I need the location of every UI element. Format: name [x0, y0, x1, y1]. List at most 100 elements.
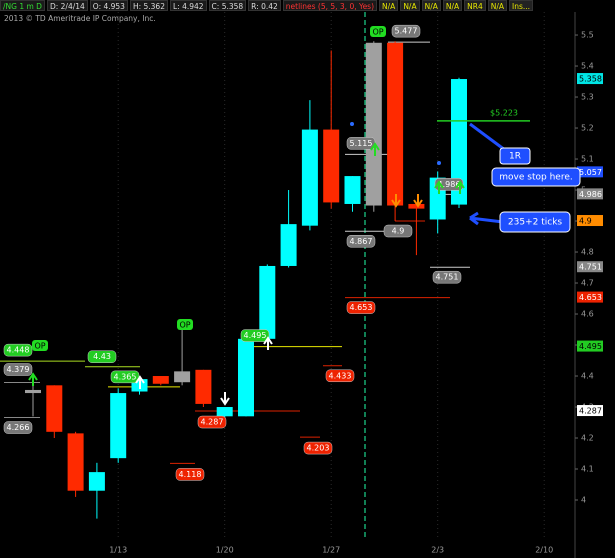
axis-tag	[577, 261, 603, 273]
axis-tag-label: 5.358	[579, 75, 602, 84]
header-item: netlines (5, 5, 3, 0, Yes)	[282, 0, 378, 11]
header-item: Ins...	[509, 0, 534, 11]
y-tick-label: 4	[581, 496, 586, 505]
candle-body	[344, 176, 361, 204]
candle-body	[110, 393, 127, 459]
axis-tag	[577, 340, 603, 352]
candle-body	[408, 203, 425, 209]
axis-tag-label: 4.495	[579, 342, 602, 351]
price-tag-label: 4.751	[436, 273, 459, 282]
trade-arrow	[391, 194, 401, 208]
header-item: N/A	[400, 0, 420, 11]
candle-body	[365, 42, 382, 206]
trade-arrow	[135, 375, 145, 389]
price-tag-label: 4.43	[93, 352, 111, 361]
x-tick-label: 2/3	[431, 546, 444, 555]
price-tag	[303, 441, 333, 455]
price-tag-label: 5.477	[395, 27, 418, 36]
trade-arrow	[434, 180, 444, 194]
price-tag	[3, 421, 33, 434]
price-tag-label: 4.118	[179, 470, 202, 479]
price-tag-label: 4.266	[7, 423, 30, 432]
price-tag-label: 4.867	[350, 237, 373, 246]
price-tag	[432, 270, 462, 284]
x-tick-label: 1/27	[322, 546, 340, 555]
op-label: OP	[34, 342, 45, 351]
candle-body	[46, 385, 63, 432]
candle-body	[174, 371, 191, 383]
x-tick-label: 1/13	[109, 546, 127, 555]
price-tag-label: 4.9	[392, 227, 405, 236]
axis-tag	[577, 215, 603, 227]
y-tick-label: 4.8	[581, 248, 594, 257]
header-item: L: 4.942	[169, 0, 207, 11]
op-label: OP	[179, 321, 190, 330]
header-item: N/A	[487, 0, 508, 11]
price-tag-label: 4.379	[7, 365, 30, 374]
trade-arrow	[413, 194, 423, 208]
axis-tag	[577, 188, 603, 200]
callout-text: 235+2 ticks	[508, 218, 562, 228]
y-tick-label: 5.1	[581, 155, 594, 164]
target-label: $5.223	[490, 108, 518, 117]
axis-tag-label: 4.986	[579, 190, 602, 199]
trade-arrow	[370, 142, 380, 156]
header-item: C: 5.358	[208, 0, 247, 11]
header-item: H: 5.362	[129, 0, 168, 11]
marker-dot	[437, 161, 441, 165]
marker-dot	[350, 122, 354, 126]
trade-arrow	[220, 392, 230, 406]
header-item: /NG 1 m D	[0, 0, 45, 11]
x-tick-label: 1/20	[216, 546, 234, 555]
axis-tag-label: 4.653	[579, 293, 602, 302]
y-tick-label: 4.1	[581, 465, 594, 474]
y-tick-label: 4.6	[581, 310, 594, 319]
candle-body	[152, 376, 169, 384]
price-tag	[197, 415, 227, 429]
callout-box	[491, 167, 581, 187]
candle-body	[88, 472, 105, 491]
header-item: N/A	[379, 0, 399, 11]
header-item: D: 2/4/14	[46, 0, 88, 11]
candle-body	[323, 129, 340, 203]
trade-arrow	[263, 336, 273, 350]
candle-body	[195, 369, 212, 404]
callout-box	[499, 147, 531, 165]
op-tag	[370, 26, 386, 37]
axis-tag-label: 4.751	[579, 263, 602, 272]
axis-tag-label: 4.287	[579, 407, 602, 416]
price-tag-label: 5.115	[350, 139, 373, 148]
price-tag-label: 4.495	[244, 331, 267, 340]
price-tag	[391, 24, 421, 38]
x-tick-label: 2/10	[535, 546, 553, 555]
price-tag	[346, 235, 376, 248]
header-item: N/A	[442, 0, 463, 11]
candle-body	[259, 265, 276, 339]
candle-body	[67, 433, 84, 491]
trade-arrow	[28, 372, 38, 386]
candle-body	[25, 389, 41, 394]
price-tag-label: 4.653	[350, 303, 373, 312]
y-tick-label: 4.7	[581, 279, 594, 288]
price-tag	[175, 468, 205, 481]
op-label: OP	[372, 28, 383, 37]
axis-tag-label: 4.9	[579, 217, 592, 226]
price-tag	[240, 329, 270, 342]
price-tag	[3, 363, 33, 376]
y-tick-label: 5.5	[581, 31, 594, 40]
header-item: NR4	[464, 0, 486, 11]
op-tag	[32, 340, 48, 351]
price-tag-label: 4.986	[438, 180, 461, 189]
price-tag	[87, 350, 117, 363]
price-tag	[325, 369, 355, 383]
y-tick-label: 4.4	[581, 372, 594, 381]
y-tick-label: 5.3	[581, 93, 594, 102]
candle-body	[301, 129, 318, 226]
callout-text: move stop here.	[499, 173, 572, 183]
copyright: 2013 © TD Ameritrade IP Company, Inc.	[4, 14, 156, 23]
price-tag	[383, 224, 413, 238]
candle-body	[216, 407, 233, 417]
op-tag	[177, 319, 193, 330]
price-tag-label: 4.448	[7, 346, 30, 355]
